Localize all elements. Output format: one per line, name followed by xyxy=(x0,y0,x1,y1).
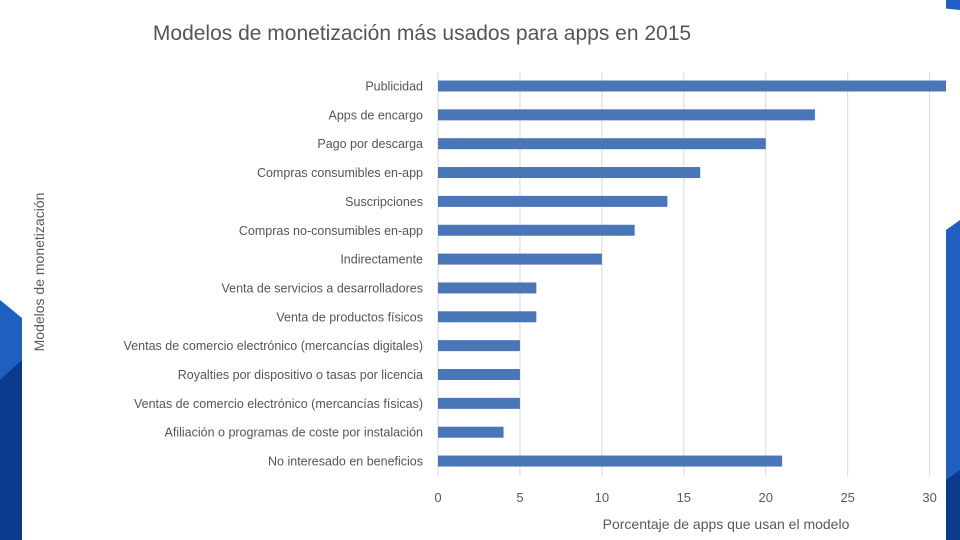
category-label: Afiliación o programas de coste por inst… xyxy=(165,426,424,440)
category-label: Compras consumibles en-app xyxy=(257,166,423,180)
chart-title: Modelos de monetización más usados para … xyxy=(153,22,691,45)
category-label: Indirectamente xyxy=(340,253,423,267)
bar xyxy=(438,253,602,265)
x-tick-label: 15 xyxy=(677,490,691,505)
bar xyxy=(438,138,766,150)
y-axis-title: Modelos de monetización xyxy=(31,193,47,352)
x-tick-label: 25 xyxy=(840,490,854,505)
category-label: Venta de servicios a desarrolladores xyxy=(221,281,423,295)
category-label: Venta de productos físicos xyxy=(276,310,423,324)
gridlines xyxy=(437,72,931,476)
x-axis-title: Porcentaje de apps que usan el modelo xyxy=(603,516,850,532)
x-tick-label: 0 xyxy=(434,490,441,505)
bar xyxy=(438,340,520,352)
bar xyxy=(438,80,946,92)
category-label: Compras no-consumibles en-app xyxy=(239,224,423,238)
chart-panel: Modelos de monetización más usados para … xyxy=(22,0,946,540)
category-label: Pago por descarga xyxy=(317,137,423,151)
bar xyxy=(438,109,815,121)
bar xyxy=(438,397,520,409)
bar xyxy=(438,369,520,380)
bar xyxy=(438,282,537,294)
category-labels: Publicidad Apps de encargo Pago por descar… xyxy=(124,80,423,469)
bar xyxy=(438,167,701,179)
bar xyxy=(438,311,537,323)
category-label: Ventas de comercio electrónico (mercancí… xyxy=(124,339,423,353)
x-tick-labels: 0 5 10 15 20 25 30 xyxy=(434,490,936,505)
x-tick-label: 20 xyxy=(759,490,773,505)
bar xyxy=(438,224,635,236)
x-tick-label: 5 xyxy=(516,490,523,505)
bar xyxy=(438,195,668,207)
category-label: No interesado en beneficios xyxy=(268,455,423,469)
bar xyxy=(438,455,783,467)
bar xyxy=(438,426,504,438)
category-label: Suscripciones xyxy=(345,195,423,209)
category-label: Royalties por dispositivo o tasas por li… xyxy=(178,368,423,382)
bars xyxy=(438,80,946,467)
bar-chart: Modelos de monetización más usados para … xyxy=(31,22,946,532)
slide-accent-right xyxy=(946,220,960,540)
x-tick-label: 30 xyxy=(922,490,936,505)
slide-accent-left-dark xyxy=(0,360,22,540)
category-label: Ventas de comercio electrónico (mercancí… xyxy=(134,397,423,411)
slide-accent-right-dark xyxy=(946,470,960,540)
x-tick-label: 10 xyxy=(595,490,609,505)
category-label: Publicidad xyxy=(365,80,423,94)
category-label: Apps de encargo xyxy=(328,108,423,122)
